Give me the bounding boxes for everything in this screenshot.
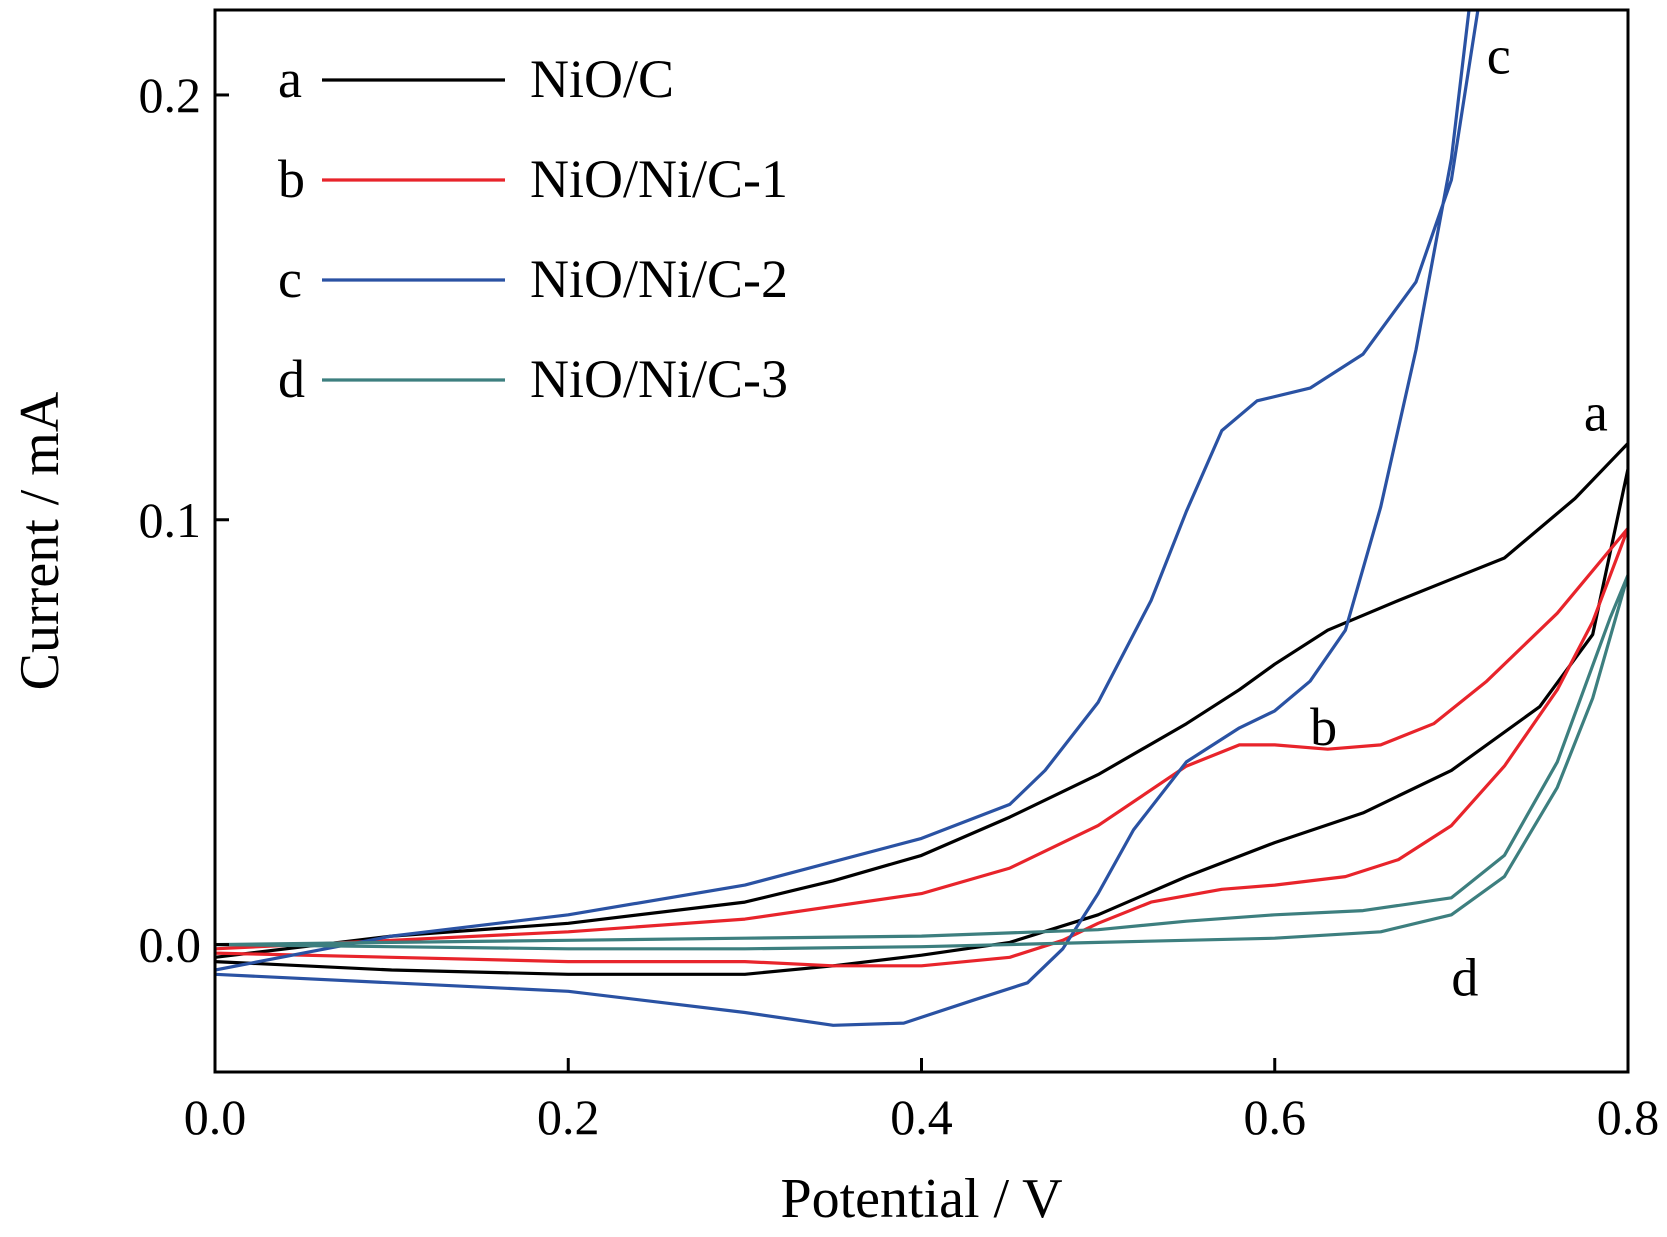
tick-layer: 0.0 0.2 0.4 0.6 0.8 0.0 0.1 0.2 [139, 67, 1660, 1145]
x-tick-label-0: 0.0 [184, 1089, 247, 1145]
x-tick-label-3: 0.6 [1244, 1089, 1307, 1145]
curve-label-d: d [1451, 948, 1478, 1008]
x-tick-label-4: 0.8 [1597, 1089, 1660, 1145]
x-tick-label-1: 0.2 [537, 1089, 600, 1145]
series-d-curve [215, 573, 1628, 951]
x-tick-label-2: 0.4 [890, 1089, 953, 1145]
legend-letter-d: d [278, 349, 305, 409]
legend-letter-c: c [278, 249, 302, 309]
y-tick-label-0: 0.0 [139, 917, 202, 973]
legend-name-c: NiO/Ni/C-2 [530, 249, 788, 309]
series-layer [215, 10, 1628, 1027]
y-tick-label-2: 0.2 [139, 67, 202, 123]
curve-label-a: a [1584, 383, 1608, 443]
plot-frame [213, 8, 1630, 1074]
series-b-curve [215, 526, 1628, 968]
x-axis-label: Potential / V [780, 1168, 1062, 1230]
y-tick-label-1: 0.1 [139, 492, 202, 548]
legend-letter-b: b [278, 149, 305, 209]
series-a-curve [215, 441, 1628, 976]
legend: a NiO/C b NiO/Ni/C-1 c NiO/Ni/C-2 d NiO/Ni/C-3 [278, 49, 788, 409]
legend-name-d: NiO/Ni/C-3 [530, 349, 788, 409]
legend-letter-a: a [278, 49, 302, 109]
legend-name-a: NiO/C [530, 49, 674, 109]
curve-label-layer: a b c d [1310, 26, 1608, 1008]
legend-name-b: NiO/Ni/C-1 [530, 149, 788, 209]
y-axis-label: Current / mA [9, 391, 71, 690]
curve-label-c: c [1487, 26, 1511, 86]
curve-label-b: b [1310, 697, 1337, 757]
series-c-curve [215, 10, 1480, 1027]
